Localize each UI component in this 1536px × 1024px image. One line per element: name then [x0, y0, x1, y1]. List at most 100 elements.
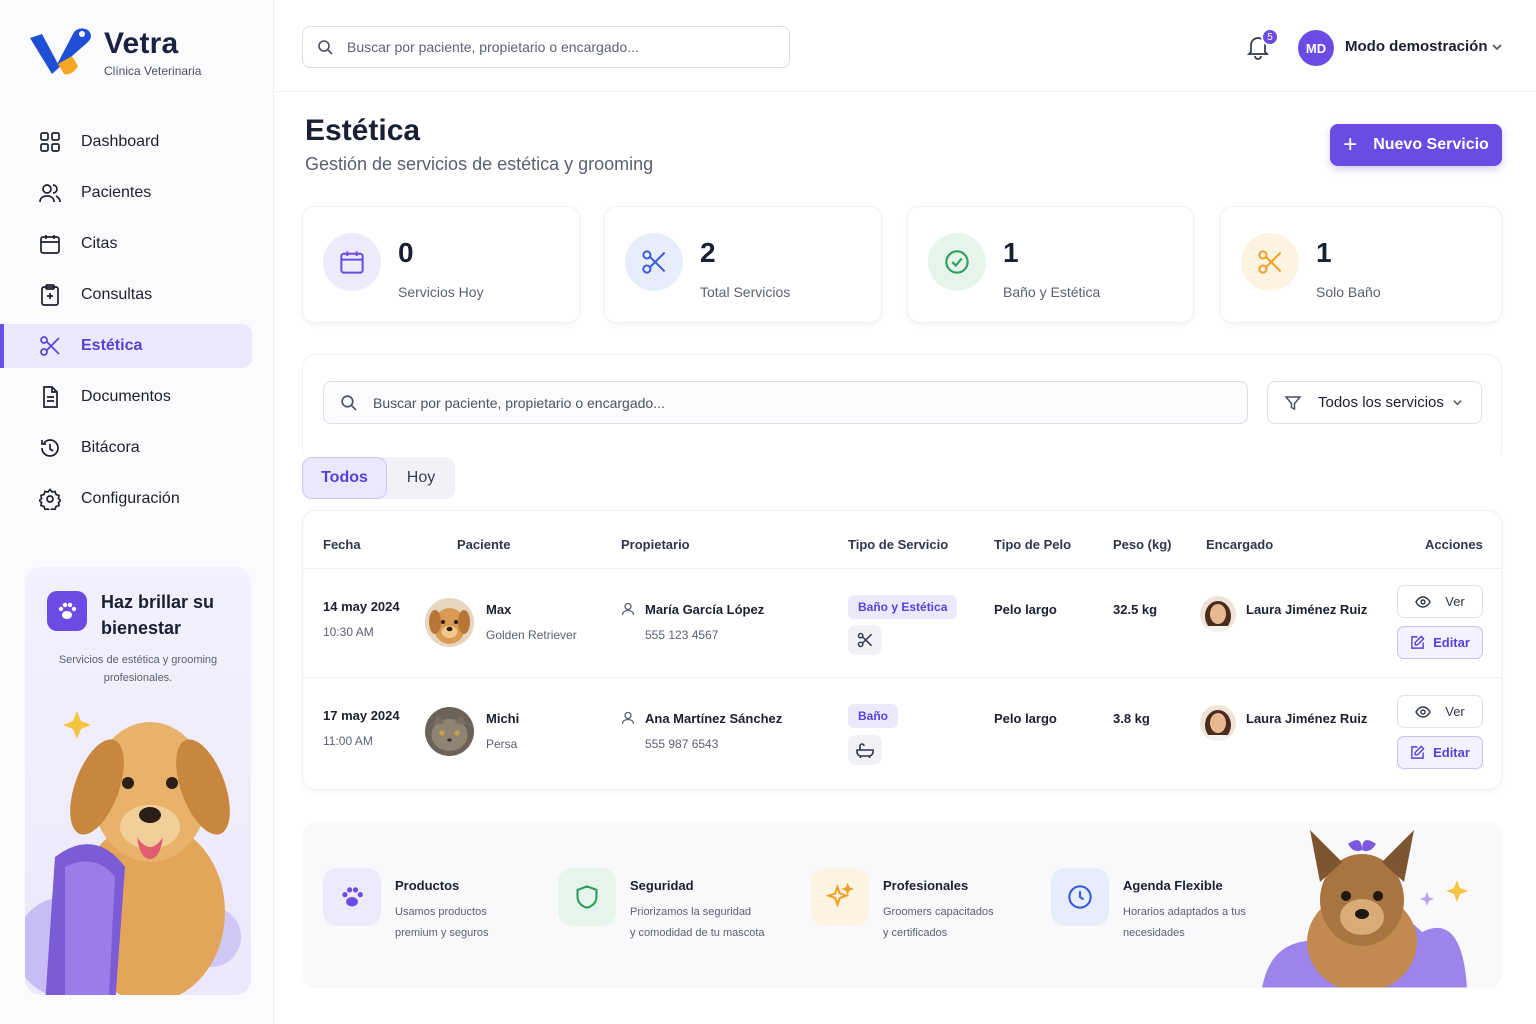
clock-icon: [1051, 868, 1109, 926]
feature-text: Priorizamos la seguridad y comodidad de t…: [630, 906, 765, 939]
sidebar-item-label: Citas: [81, 235, 118, 252]
row-date: 17 may 2024: [323, 708, 400, 723]
feature-text: Groomers capacitados y certificados: [883, 906, 994, 939]
patient-photo-max: [425, 598, 474, 647]
promo-title: Haz brillar su bienestar: [101, 592, 215, 638]
scissors-icon: [1241, 233, 1299, 291]
chevron-down-icon[interactable]: [1491, 41, 1503, 53]
column-header-tipo-pelo[interactable]: Tipo de Pelo: [994, 537, 1072, 552]
user-icon: [621, 711, 635, 725]
chevron-down-icon: [1453, 400, 1462, 406]
stat-card-total-servicios: 2 Total Servicios: [604, 206, 882, 323]
user-name[interactable]: Modo demostración: [1345, 38, 1488, 55]
global-search-input[interactable]: Buscar por paciente, propietario o encar…: [302, 26, 790, 68]
feature-title: Profesionales: [883, 878, 969, 893]
scissors-icon: [848, 625, 882, 655]
feature-title: Productos: [395, 878, 460, 893]
scissors-icon: [38, 334, 62, 358]
stat-card-bano-estetica: 1 Baño y Estética: [907, 206, 1194, 323]
stat-label: Solo Baño: [1316, 284, 1381, 300]
sidebar-item-bitacora[interactable]: Bitácora: [0, 426, 252, 470]
column-header-peso[interactable]: Peso (kg): [1113, 537, 1172, 552]
owner-name[interactable]: Ana Martínez Sánchez: [645, 711, 783, 726]
staff-avatar: [1200, 705, 1236, 741]
sidebar-item-documentos[interactable]: Documentos: [0, 375, 252, 419]
sidebar-item-estetica[interactable]: Estética: [0, 324, 252, 368]
sidebar-item-label: Estética: [81, 337, 143, 354]
column-header-encargado[interactable]: Encargado: [1206, 537, 1274, 552]
topbar: Buscar por paciente, propietario o encar…: [275, 0, 1536, 92]
patient-breed: Golden Retriever: [486, 628, 577, 642]
stat-value: 2: [700, 237, 716, 268]
user-avatar[interactable]: MD: [1298, 30, 1334, 66]
feature-title: Seguridad: [630, 878, 694, 893]
sidebar-item-label: Configuración: [81, 490, 180, 507]
sidebar-item-label: Pacientes: [81, 184, 152, 201]
patient-name[interactable]: Michi: [486, 711, 520, 726]
feature-text: Horarios adaptados a tus necesidades: [1123, 906, 1246, 939]
users-icon: [38, 181, 62, 205]
view-button[interactable]: Ver: [1397, 695, 1483, 728]
sidebar-item-pacientes[interactable]: Pacientes: [0, 171, 252, 215]
edit-button[interactable]: Editar: [1397, 626, 1483, 659]
sidebar-item-configuracion[interactable]: Configuración: [0, 477, 252, 521]
brand-logo[interactable]: Vetra Clínica Veterinaria: [28, 26, 201, 78]
patient-name[interactable]: Max: [486, 602, 512, 617]
scissors-icon: [625, 233, 683, 291]
edit-button-label: Editar: [1433, 745, 1470, 760]
eye-icon: [1415, 705, 1432, 718]
row-time: 10:30 AM: [323, 625, 374, 639]
services-table: Fecha Paciente Propietario Tipo de Servi…: [302, 510, 1502, 790]
service-badge: Baño y Estética: [848, 595, 958, 619]
column-header-paciente[interactable]: Paciente: [457, 537, 511, 552]
edit-icon: [1411, 635, 1425, 649]
column-header-propietario[interactable]: Propietario: [621, 537, 690, 552]
bathtub-icon: [848, 735, 882, 765]
edit-button-label: Editar: [1433, 635, 1470, 650]
vetra-logo-icon: [30, 28, 91, 75]
hair-type: Pelo largo: [994, 602, 1057, 617]
column-header-fecha[interactable]: Fecha: [323, 537, 361, 552]
grid-icon: [38, 130, 62, 154]
sidebar-item-citas[interactable]: Citas: [0, 222, 252, 266]
eye-icon: [1415, 595, 1432, 608]
sidebar-item-label: Consultas: [81, 286, 153, 303]
document-icon: [38, 385, 62, 409]
staff-name[interactable]: Laura Jiménez Ruiz: [1246, 602, 1368, 617]
owner-name[interactable]: María García López: [645, 602, 765, 617]
shield-icon: [558, 868, 616, 926]
staff-name[interactable]: Laura Jiménez Ruiz: [1246, 711, 1368, 726]
tab-hoy[interactable]: Hoy: [406, 469, 436, 486]
view-button-label: Ver: [1445, 704, 1465, 719]
service-filter-value: Todos los servicios: [1318, 394, 1444, 411]
clipboard-icon: [38, 283, 62, 307]
patient-photo-michi: [425, 707, 474, 756]
weight: 3.8 kg: [1113, 711, 1150, 726]
check-circle-icon: [928, 233, 986, 291]
tab-todos[interactable]: Todos: [302, 457, 387, 499]
sidebar-item-dashboard[interactable]: Dashboard: [0, 120, 252, 164]
service-search-input[interactable]: Buscar por paciente, propietario o encar…: [323, 381, 1248, 424]
paw-icon: [47, 591, 87, 631]
golden-dog-illustration: [25, 711, 241, 995]
sidebar-item-consultas[interactable]: Consultas: [0, 273, 252, 317]
service-type-filter[interactable]: Todos los servicios: [1267, 381, 1482, 424]
hair-type: Pelo largo: [994, 711, 1057, 726]
edit-button[interactable]: Editar: [1397, 736, 1483, 769]
filter-panel: [302, 354, 1502, 454]
yorkie-dog-illustration: [1262, 830, 1502, 988]
row-divider: [303, 568, 1501, 569]
sidebar-item-label: Dashboard: [81, 133, 160, 150]
column-header-tipo-servicio[interactable]: Tipo de Servicio: [848, 537, 949, 552]
sparkles-icon: [811, 868, 869, 926]
stat-value: 1: [1316, 237, 1332, 268]
stat-value: 0: [398, 237, 414, 268]
view-button[interactable]: Ver: [1397, 585, 1483, 618]
feature-title: Agenda Flexible: [1123, 878, 1223, 893]
new-service-button[interactable]: + Nuevo Servicio: [1330, 124, 1502, 166]
row-time: 11:00 AM: [323, 734, 373, 748]
global-search-placeholder: Buscar por paciente, propietario o encar…: [347, 39, 639, 55]
calendar-icon: [38, 232, 62, 256]
row-date: 14 may 2024: [323, 599, 400, 614]
view-button-label: Ver: [1445, 594, 1465, 609]
